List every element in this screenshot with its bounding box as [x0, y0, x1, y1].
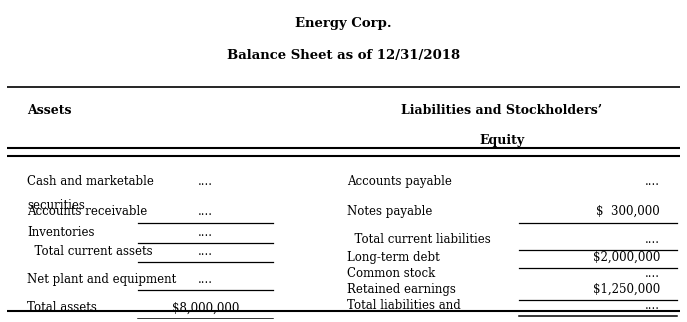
Text: Common stock: Common stock: [347, 267, 435, 280]
Text: Accounts receivable: Accounts receivable: [27, 205, 147, 218]
Text: ....: ....: [645, 267, 660, 280]
Text: ....: ....: [645, 175, 660, 188]
Text: ....: ....: [198, 175, 213, 188]
Text: Total current liabilities: Total current liabilities: [347, 233, 491, 246]
Text: $8,000,000: $8,000,000: [172, 301, 239, 314]
Text: securities: securities: [27, 199, 85, 212]
Text: $2,000,000: $2,000,000: [593, 251, 660, 264]
Text: Total assets: Total assets: [27, 301, 97, 314]
Text: ....: ....: [198, 273, 213, 286]
Text: Retained earnings: Retained earnings: [347, 283, 455, 296]
Text: Long-term debt: Long-term debt: [347, 251, 440, 264]
Text: Notes payable: Notes payable: [347, 205, 432, 218]
Text: Assets: Assets: [27, 104, 71, 117]
Text: Equity: Equity: [479, 134, 524, 147]
Text: ....: ....: [645, 233, 660, 246]
Text: Energy Corp.: Energy Corp.: [295, 17, 392, 30]
Text: ....: ....: [198, 245, 213, 258]
Text: Total current assets: Total current assets: [27, 245, 153, 258]
Text: ....: ....: [198, 226, 213, 239]
Text: Liabilities and Stockholders’: Liabilities and Stockholders’: [401, 104, 602, 117]
Text: Inventories: Inventories: [27, 226, 95, 239]
Text: Balance Sheet as of 12/31/2018: Balance Sheet as of 12/31/2018: [227, 49, 460, 62]
Text: ....: ....: [198, 205, 213, 218]
Text: Net plant and equipment: Net plant and equipment: [27, 273, 177, 286]
Text: Total liabilities and: Total liabilities and: [347, 299, 460, 312]
Text: $1,250,000: $1,250,000: [593, 283, 660, 296]
Text: $  300,000: $ 300,000: [596, 205, 660, 218]
Text: ....: ....: [645, 299, 660, 312]
Text: Accounts payable: Accounts payable: [347, 175, 452, 188]
Text: Cash and marketable: Cash and marketable: [27, 175, 154, 188]
